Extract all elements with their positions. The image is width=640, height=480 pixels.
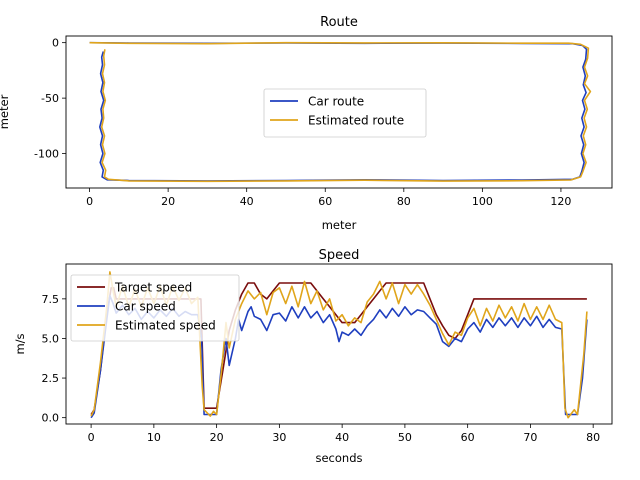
plot-frame bbox=[65, 263, 613, 425]
legend: Target speed Car speed Estimated speed bbox=[70, 274, 240, 342]
y-tick-label: 0.0 bbox=[42, 412, 60, 425]
y-tick-label: -100 bbox=[34, 148, 59, 161]
legend-label-car-route: Car route bbox=[308, 95, 364, 109]
plot-frame bbox=[65, 35, 613, 189]
y-tick-label: -50 bbox=[41, 92, 59, 105]
y-axis-label: m/s bbox=[13, 333, 27, 354]
y-tick-label: 7.5 bbox=[42, 293, 60, 306]
legend: Car route Estimated route bbox=[263, 88, 427, 138]
x-tick-label: 80 bbox=[397, 195, 411, 208]
speed-chart: 0 10 20 30 40 50 60 70 80 0.0 2.5 5.0 7.5 Speed second… bbox=[13, 248, 613, 465]
route-chart: 0 20 40 60 80 100 120 0 -50 -100 Route meter meter Ca… bbox=[0, 15, 613, 232]
legend-label-car-speed: Car speed bbox=[115, 300, 176, 314]
x-tick-label: 80 bbox=[586, 431, 600, 444]
x-tick-label: 10 bbox=[147, 431, 161, 444]
y-axis-label: meter bbox=[0, 94, 11, 129]
x-tick-label: 20 bbox=[161, 195, 175, 208]
legend-label-estimated-route: Estimated route bbox=[308, 114, 404, 128]
chart-title: Speed bbox=[319, 248, 360, 263]
x-axis-label: seconds bbox=[315, 451, 362, 465]
x-tick-label: 100 bbox=[472, 195, 493, 208]
y-tick-label: 5.0 bbox=[42, 332, 60, 345]
series-group bbox=[89, 41, 592, 183]
legend-label-estimated-speed: Estimated speed bbox=[115, 319, 216, 333]
y-tick-label: 2.5 bbox=[42, 372, 60, 385]
legend-box bbox=[263, 88, 427, 138]
x-tick-label: 70 bbox=[523, 431, 537, 444]
x-tick-label: 40 bbox=[335, 431, 349, 444]
chart-title: Route bbox=[320, 15, 358, 30]
x-axis-label: meter bbox=[322, 218, 357, 232]
series-line-estimated-route bbox=[89, 41, 592, 183]
legend-label-target-speed: Target speed bbox=[114, 281, 192, 295]
legend-box bbox=[70, 274, 240, 342]
x-tick-label: 60 bbox=[318, 195, 332, 208]
x-tick-label: 30 bbox=[272, 431, 286, 444]
x-tick-label: 50 bbox=[398, 431, 412, 444]
x-tick-label: 60 bbox=[461, 431, 475, 444]
x-tick-label: 0 bbox=[88, 431, 95, 444]
x-tick-label: 0 bbox=[86, 195, 93, 208]
x-tick-label: 120 bbox=[550, 195, 571, 208]
y-tick-label: 0 bbox=[52, 37, 59, 50]
x-tick-label: 20 bbox=[210, 431, 224, 444]
x-tick-label: 40 bbox=[240, 195, 254, 208]
